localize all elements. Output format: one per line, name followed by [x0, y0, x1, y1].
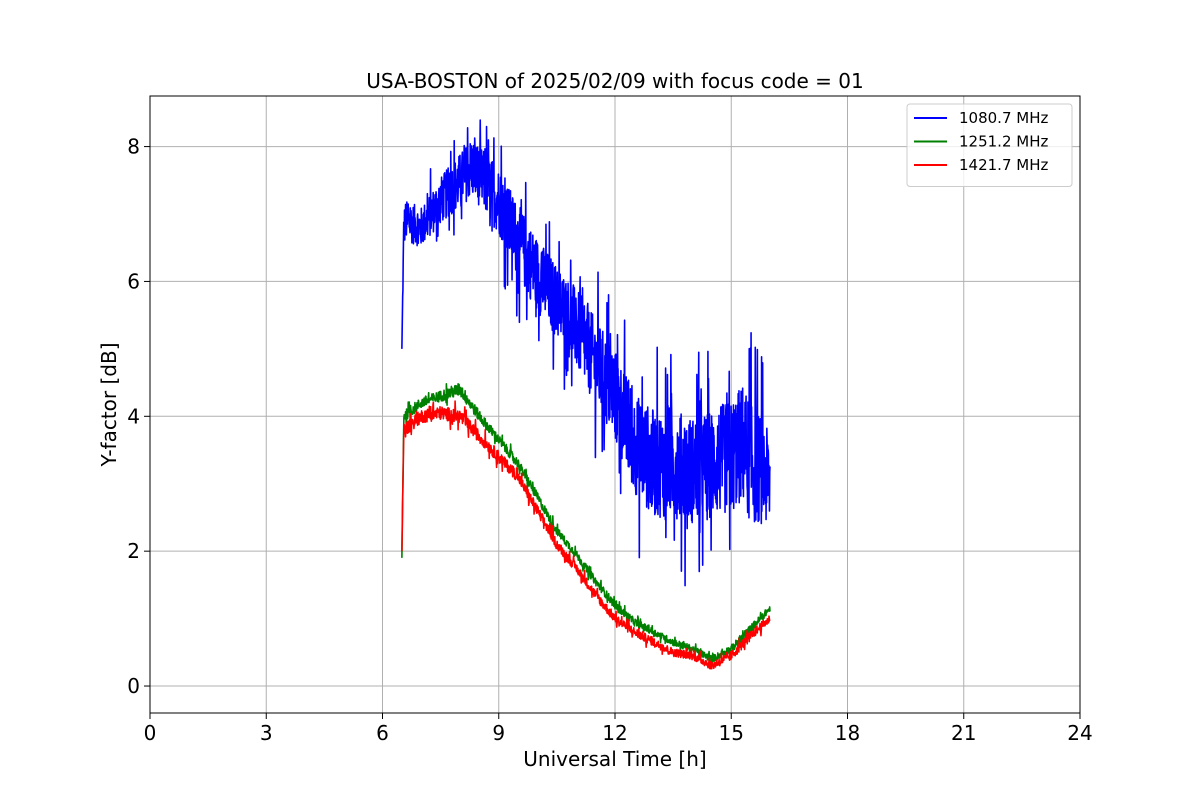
y-tick-label: 6 — [127, 269, 140, 293]
x-tick-label: 6 — [376, 721, 389, 745]
x-tick-label: 9 — [492, 721, 505, 745]
series-line-2 — [401, 400, 771, 670]
y-tick-label: 0 — [127, 674, 140, 698]
y-tick-label: 2 — [127, 539, 140, 563]
x-tick-label: 15 — [719, 721, 744, 745]
legend: 1080.7 MHz 1251.2 MHz 1421.7 MHz — [906, 103, 1073, 187]
legend-label-2: 1421.7 MHz — [959, 156, 1048, 174]
x-tick-label: 12 — [602, 721, 627, 745]
x-tick-label: 3 — [260, 721, 273, 745]
series-lines — [401, 119, 771, 670]
legend-label-0: 1080.7 MHz — [959, 109, 1048, 127]
y-tick-label: 8 — [127, 135, 140, 159]
x-tick-label: 24 — [1067, 721, 1092, 745]
legend-label-1: 1251.2 MHz — [959, 133, 1048, 151]
y-tick-label: 4 — [127, 404, 140, 428]
chart-title: USA-BOSTON of 2025/02/09 with focus code… — [366, 69, 863, 93]
x-tick-label: 21 — [951, 721, 976, 745]
y-axis-label: Y-factor [dB] — [97, 342, 121, 467]
x-axis-label: Universal Time [h] — [523, 747, 706, 771]
series-line-0 — [401, 119, 771, 587]
x-tick-label: 0 — [144, 721, 157, 745]
series-line-1 — [401, 382, 771, 667]
x-tick-label: 18 — [835, 721, 860, 745]
legend-box — [906, 103, 1073, 187]
